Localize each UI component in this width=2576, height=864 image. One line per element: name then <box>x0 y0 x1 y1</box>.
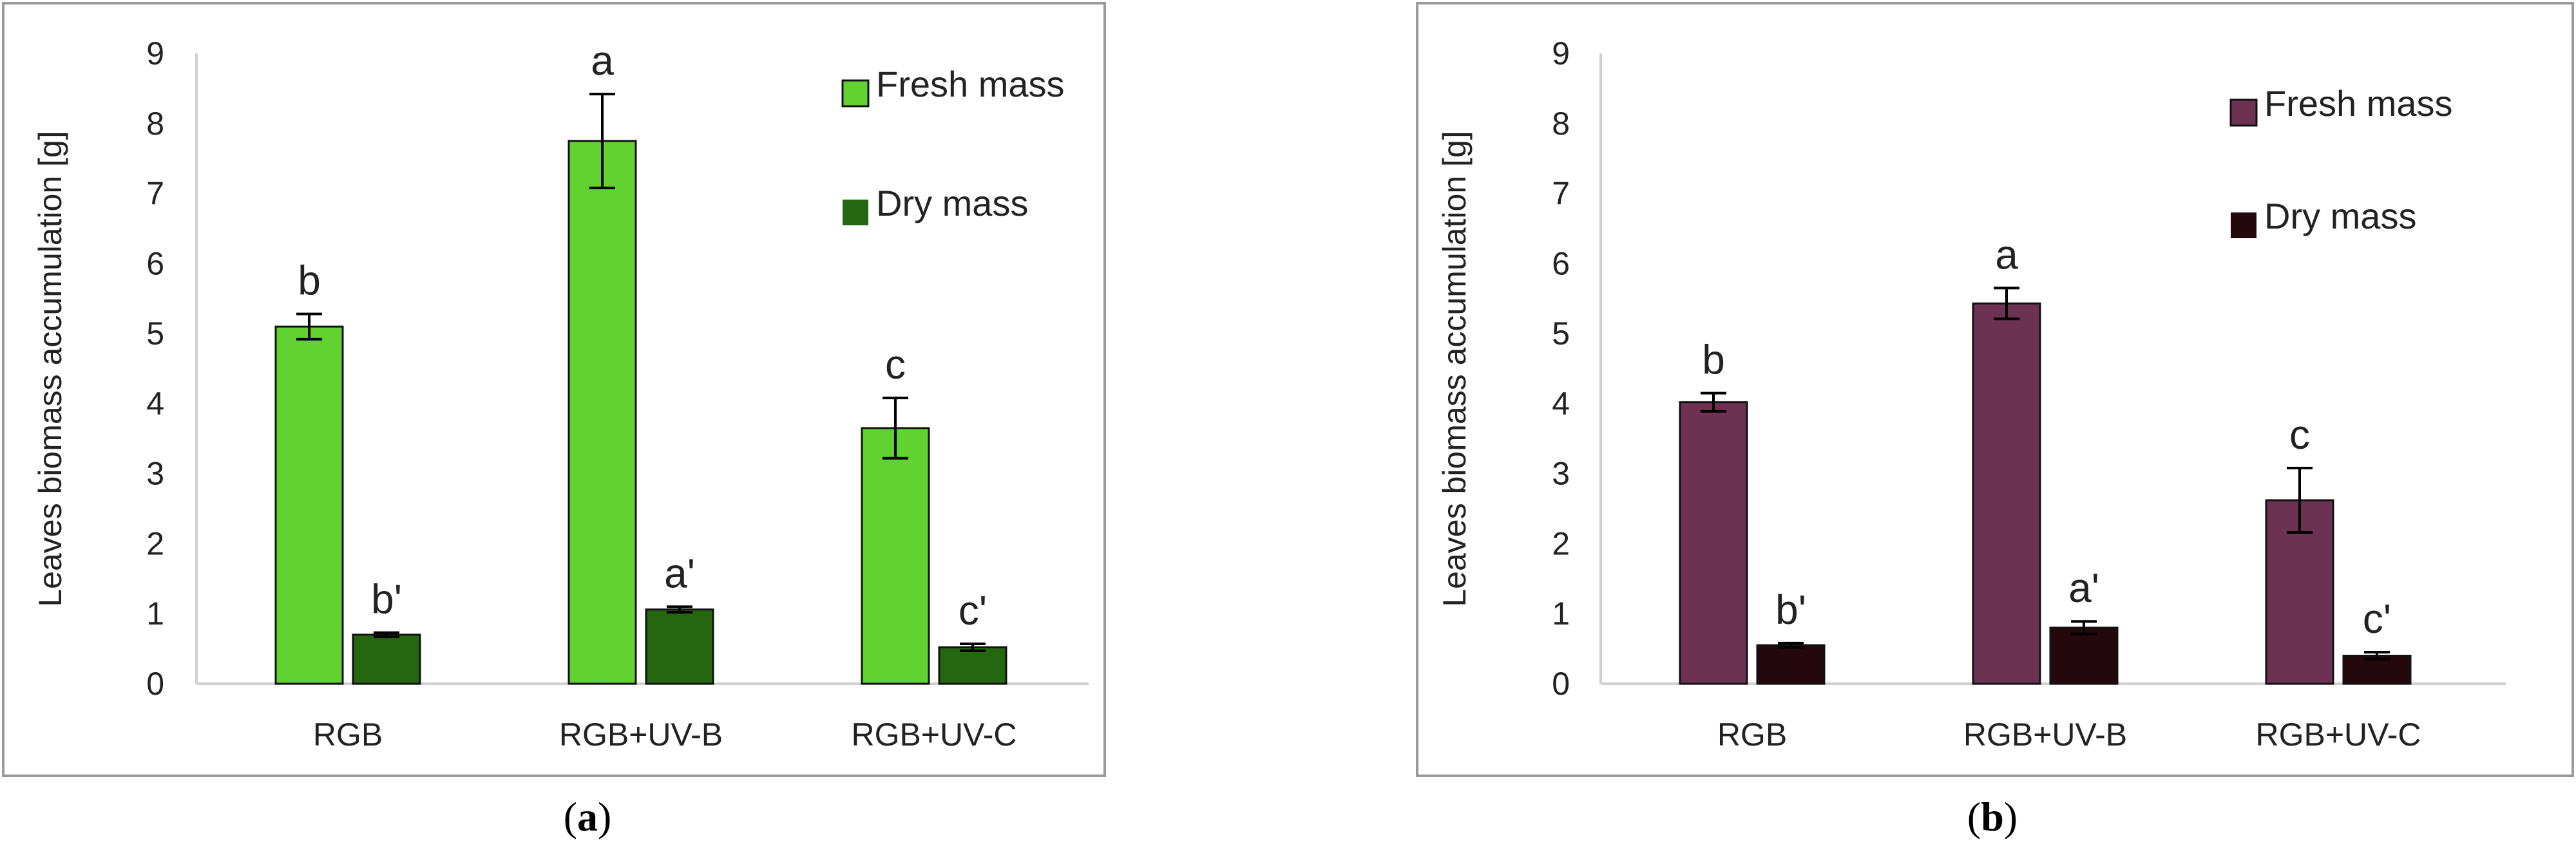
x-category-label: RGB <box>1717 717 1787 753</box>
legend-label-dry: Dry mass <box>876 183 1028 223</box>
y-tick-label: 2 <box>146 525 164 561</box>
x-category-label: RGB+UV-C <box>851 717 1016 753</box>
y-tick-label: 9 <box>146 35 164 71</box>
significance-label: a' <box>2068 565 2099 611</box>
legend-swatch-fresh <box>2229 99 2258 127</box>
significance-label: b' <box>1775 587 1806 633</box>
panel-caption: (a) <box>564 794 612 840</box>
y-tick-label: 1 <box>146 596 164 632</box>
x-category-label: RGB+UV-B <box>1963 717 2127 753</box>
bar-fresh-1 <box>274 325 344 685</box>
bar-dry-2 <box>645 608 714 685</box>
y-tick-label: 0 <box>1552 666 1570 702</box>
y-tick-label: 2 <box>1552 525 1570 561</box>
y-tick-label: 6 <box>1552 245 1570 281</box>
y-tick-label: 8 <box>146 106 164 142</box>
bar-fresh-2 <box>1972 302 2041 685</box>
significance-label: b <box>298 258 321 304</box>
bar-dry-2 <box>2049 626 2119 685</box>
legend-swatch-dry <box>843 200 868 225</box>
y-tick-label: 7 <box>146 176 164 212</box>
y-tick-label: 8 <box>1552 106 1570 142</box>
y-axis-label: Leaves biomass accumulation [g] <box>1436 131 1473 606</box>
bar-fresh-3 <box>861 427 930 685</box>
bar-dry-3 <box>938 646 1007 685</box>
legend-label-fresh: Fresh mass <box>2264 83 2453 124</box>
chart-panel-a: 0 1 2 3 4 5 6 7 8 9 Leaves biomass accumulation [g… <box>2 2 1106 840</box>
y-tick-label: 1 <box>1552 596 1570 632</box>
bar-fresh-1 <box>1679 401 1748 685</box>
significance-label: c <box>2289 411 2310 458</box>
legend-swatch-dry <box>2231 212 2256 238</box>
chart-panel-b: 0 1 2 3 4 5 6 7 8 9 Leaves biomass accumulation [g… <box>1416 2 2574 840</box>
x-category-label: RGB+UV-B <box>559 717 723 753</box>
x-category-label: RGB+UV-C <box>2255 717 2421 753</box>
bar-dry-1 <box>1756 644 1826 685</box>
significance-label: a' <box>664 550 695 596</box>
y-tick-label: 0 <box>146 666 164 702</box>
y-tick-label: 3 <box>146 456 164 492</box>
significance-label: c <box>885 341 906 388</box>
y-tick-label: 7 <box>1552 176 1570 212</box>
legend-label-fresh: Fresh mass <box>876 64 1065 104</box>
panel-caption: (b) <box>1967 794 2018 840</box>
significance-label: a <box>1995 231 2018 277</box>
y-axis-label: Leaves biomass accumulation [g] <box>32 131 68 606</box>
x-category-label: RGB <box>313 717 383 753</box>
significance-label: b' <box>371 576 402 623</box>
significance-label: a <box>591 37 614 84</box>
bar-dry-1 <box>352 634 421 685</box>
legend-swatch-fresh <box>841 79 870 108</box>
y-tick-label: 5 <box>146 315 164 352</box>
y-tick-label: 6 <box>146 245 164 281</box>
bar-fresh-2 <box>568 140 637 685</box>
significance-label: c' <box>2363 596 2391 642</box>
y-tick-label: 3 <box>1552 456 1570 492</box>
significance-label: c' <box>959 587 987 634</box>
y-tick-label: 9 <box>1552 35 1570 71</box>
y-tick-label: 5 <box>1552 315 1570 352</box>
legend-label-dry: Dry mass <box>2264 196 2416 236</box>
y-tick-label: 4 <box>1552 386 1570 422</box>
y-tick-label: 4 <box>146 386 164 422</box>
significance-label: b <box>1702 337 1725 383</box>
